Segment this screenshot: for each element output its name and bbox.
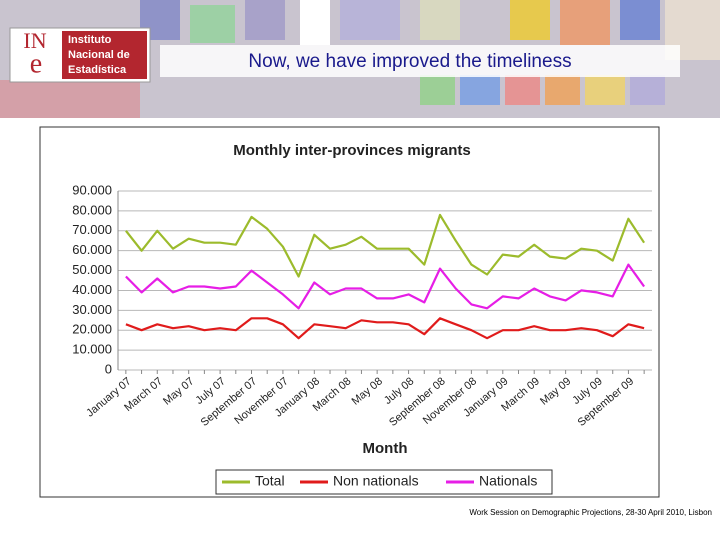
y-tick-label: 20.000	[72, 322, 112, 337]
chart-frame	[39, 126, 660, 498]
y-tick-label: 30.000	[72, 302, 112, 317]
legend-label: Non nationals	[333, 473, 419, 489]
series-line	[125, 317, 645, 340]
chart-title: Monthly inter-provinces migrants	[233, 142, 471, 159]
y-tick-label: 80.000	[72, 202, 112, 217]
legend-box	[215, 469, 553, 495]
header-photo	[0, 0, 720, 118]
logo-text: Estadística	[68, 64, 127, 76]
series-line	[125, 263, 645, 310]
y-tick-label: 10.000	[72, 342, 112, 357]
x-axis-label: Month	[363, 440, 408, 457]
footer: Work Session on Demographic Projections,…	[469, 508, 712, 517]
series-line	[125, 213, 646, 278]
y-tick-label: 70.000	[72, 222, 112, 237]
logo-text: Nacional de	[68, 49, 130, 61]
legend-label: Total	[255, 473, 285, 489]
y-tick-label: 60.000	[72, 242, 112, 257]
y-tick-label: 50.000	[72, 262, 112, 277]
logo-letters: IN	[23, 28, 46, 53]
slide-title: Now, we have improved the timeliness	[248, 51, 571, 72]
y-tick-label: 40.000	[72, 282, 112, 297]
legend-label: Nationals	[479, 473, 537, 489]
y-tick-label: 0	[105, 361, 112, 376]
logo-text: Instituto	[68, 34, 112, 46]
logo: IN e Instituto Nacional de Estadística	[9, 27, 151, 83]
logo-letters: e	[30, 48, 42, 79]
y-tick-label: 90.000	[72, 182, 112, 197]
